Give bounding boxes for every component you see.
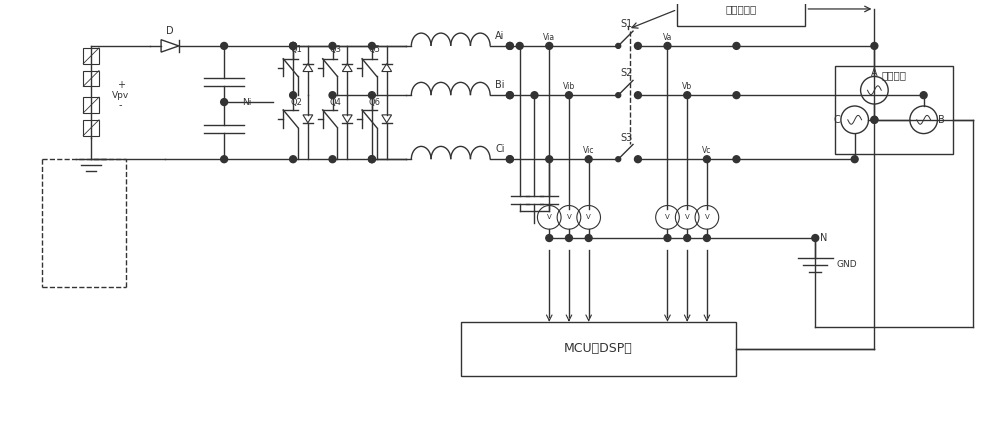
Circle shape	[516, 42, 523, 49]
Circle shape	[329, 92, 336, 98]
Circle shape	[733, 92, 740, 98]
Circle shape	[684, 235, 691, 241]
Circle shape	[733, 42, 740, 49]
Text: Ni: Ni	[242, 98, 251, 107]
Circle shape	[635, 44, 640, 48]
Circle shape	[664, 42, 671, 49]
Circle shape	[634, 92, 641, 98]
Circle shape	[290, 42, 297, 49]
Text: D: D	[166, 26, 174, 36]
Circle shape	[871, 42, 878, 49]
Circle shape	[566, 235, 572, 241]
Text: Q1: Q1	[290, 45, 302, 54]
Text: Q5: Q5	[369, 45, 381, 54]
Circle shape	[329, 42, 336, 49]
Text: Q2: Q2	[290, 98, 302, 107]
Text: S2: S2	[620, 68, 632, 78]
Circle shape	[546, 42, 553, 49]
Circle shape	[635, 93, 640, 98]
Circle shape	[368, 156, 375, 163]
Circle shape	[221, 42, 228, 49]
Circle shape	[290, 156, 297, 163]
Bar	[461, 322, 736, 376]
Circle shape	[634, 42, 641, 49]
Circle shape	[506, 156, 513, 163]
Circle shape	[703, 156, 710, 163]
Circle shape	[733, 156, 740, 163]
Bar	[83, 71, 99, 86]
Text: Ci: Ci	[495, 144, 505, 155]
Circle shape	[329, 156, 336, 163]
Circle shape	[566, 92, 572, 98]
Text: GND: GND	[836, 260, 857, 269]
Bar	[83, 97, 99, 113]
Circle shape	[290, 92, 297, 98]
Text: B: B	[938, 115, 945, 125]
Text: Va: Va	[663, 33, 672, 42]
Text: 三相电网: 三相电网	[882, 71, 907, 80]
Circle shape	[635, 157, 640, 162]
Text: Vpv: Vpv	[112, 91, 129, 100]
Text: Vc: Vc	[702, 146, 712, 155]
Bar	[83, 48, 99, 64]
Text: N: N	[820, 233, 828, 243]
Text: +: +	[117, 80, 125, 90]
Circle shape	[546, 235, 553, 241]
Circle shape	[506, 92, 513, 98]
Circle shape	[531, 92, 538, 98]
Circle shape	[616, 93, 621, 98]
Text: -: -	[119, 100, 122, 110]
Text: V: V	[685, 214, 690, 220]
Circle shape	[290, 42, 297, 49]
Bar	[83, 120, 99, 136]
Circle shape	[871, 116, 878, 123]
Text: Vic: Vic	[583, 146, 594, 155]
Circle shape	[851, 156, 858, 163]
Text: A: A	[871, 68, 878, 77]
Circle shape	[684, 92, 691, 98]
Text: 继电器驱动: 继电器驱动	[726, 4, 757, 14]
Circle shape	[812, 235, 819, 241]
Text: Bi: Bi	[495, 80, 505, 90]
Text: MCU（DSP）: MCU（DSP）	[564, 342, 633, 355]
Circle shape	[221, 98, 228, 106]
Circle shape	[506, 156, 513, 163]
Circle shape	[546, 156, 553, 163]
Text: S1: S1	[620, 19, 632, 29]
Circle shape	[616, 157, 621, 162]
Circle shape	[290, 42, 297, 49]
Circle shape	[920, 92, 927, 98]
Text: Q3: Q3	[330, 45, 342, 54]
Bar	[835, 65, 953, 154]
Circle shape	[368, 156, 375, 163]
Text: V: V	[567, 214, 571, 220]
Circle shape	[585, 235, 592, 241]
Text: V: V	[665, 214, 670, 220]
Text: V: V	[705, 214, 709, 220]
Circle shape	[506, 42, 513, 49]
Circle shape	[506, 92, 513, 98]
Text: S3: S3	[620, 133, 632, 143]
Text: Vib: Vib	[563, 82, 575, 91]
Text: Vb: Vb	[682, 82, 692, 91]
Text: Q6: Q6	[369, 98, 381, 107]
Circle shape	[368, 42, 375, 49]
Circle shape	[703, 235, 710, 241]
Text: Ai: Ai	[495, 31, 505, 41]
Circle shape	[368, 92, 375, 98]
Text: C: C	[834, 115, 840, 125]
Text: V: V	[586, 214, 591, 220]
Circle shape	[871, 116, 878, 123]
Circle shape	[221, 156, 228, 163]
Circle shape	[506, 42, 513, 49]
Text: Via: Via	[543, 33, 555, 42]
Circle shape	[585, 156, 592, 163]
Circle shape	[616, 44, 621, 48]
Text: V: V	[547, 214, 552, 220]
Bar	[677, 0, 805, 26]
Circle shape	[634, 156, 641, 163]
Text: Q4: Q4	[330, 98, 341, 107]
Circle shape	[664, 235, 671, 241]
